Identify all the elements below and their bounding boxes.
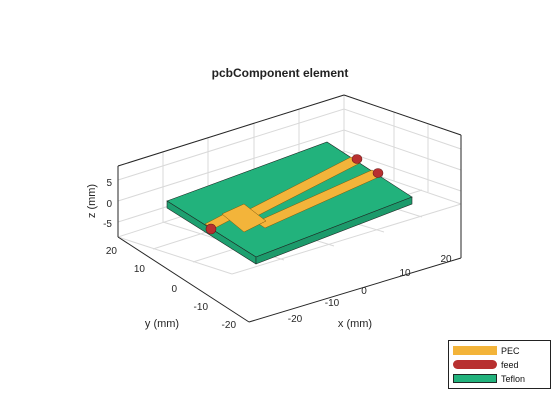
y-tick-neg20: -20 bbox=[222, 320, 237, 331]
y-tick-neg10: -10 bbox=[194, 302, 209, 313]
legend[interactable]: PEC feed Teflon bbox=[448, 340, 551, 389]
legend-label: Teflon bbox=[501, 373, 526, 384]
feed-upper bbox=[351, 154, 363, 164]
z-tick-neg5: -5 bbox=[103, 219, 112, 230]
legend-item-feed[interactable]: feed bbox=[453, 358, 519, 371]
y-tick-10: 10 bbox=[134, 264, 146, 275]
teflon-substrate[interactable] bbox=[166, 141, 413, 265]
y-axis-ticks: 20 10 0 -10 -20 bbox=[106, 246, 237, 331]
z-tick-5: 5 bbox=[106, 178, 112, 189]
plot-title: pcbComponent element bbox=[211, 66, 349, 80]
substrate-side bbox=[255, 196, 413, 265]
legend-item-pec[interactable]: PEC bbox=[453, 344, 520, 357]
feed-left bbox=[205, 223, 217, 235]
x-tick-10: 10 bbox=[399, 268, 411, 279]
feed-lower bbox=[372, 168, 384, 178]
y-tick-0: 0 bbox=[171, 284, 177, 295]
feed-points[interactable] bbox=[205, 154, 384, 235]
x-tick-20: 20 bbox=[440, 254, 452, 265]
pec-traces[interactable] bbox=[204, 156, 382, 233]
trace-junction bbox=[221, 203, 267, 233]
z-axis-ticks: 5 0 -5 bbox=[103, 178, 112, 230]
legend-item-teflon[interactable]: Teflon bbox=[453, 372, 525, 385]
legend-label: feed bbox=[501, 359, 519, 370]
z-tick-0: 0 bbox=[106, 199, 112, 210]
axis-lines bbox=[117, 94, 462, 323]
teflon-swatch-icon bbox=[453, 374, 497, 383]
y-tick-20: 20 bbox=[106, 246, 118, 257]
legend-label: PEC bbox=[501, 345, 520, 356]
x-tick-0: 0 bbox=[361, 286, 367, 297]
y-axis-label: y (mm) bbox=[145, 318, 179, 330]
feed-swatch-icon bbox=[453, 360, 497, 369]
x-axis-ticks: -20 -10 0 10 20 bbox=[288, 254, 452, 325]
x-tick-neg10: -10 bbox=[325, 298, 340, 309]
z-axis-label: z (mm) bbox=[86, 184, 98, 218]
x-tick-neg20: -20 bbox=[288, 314, 303, 325]
x-axis-label: x (mm) bbox=[338, 318, 372, 330]
pec-swatch-icon bbox=[453, 346, 497, 355]
